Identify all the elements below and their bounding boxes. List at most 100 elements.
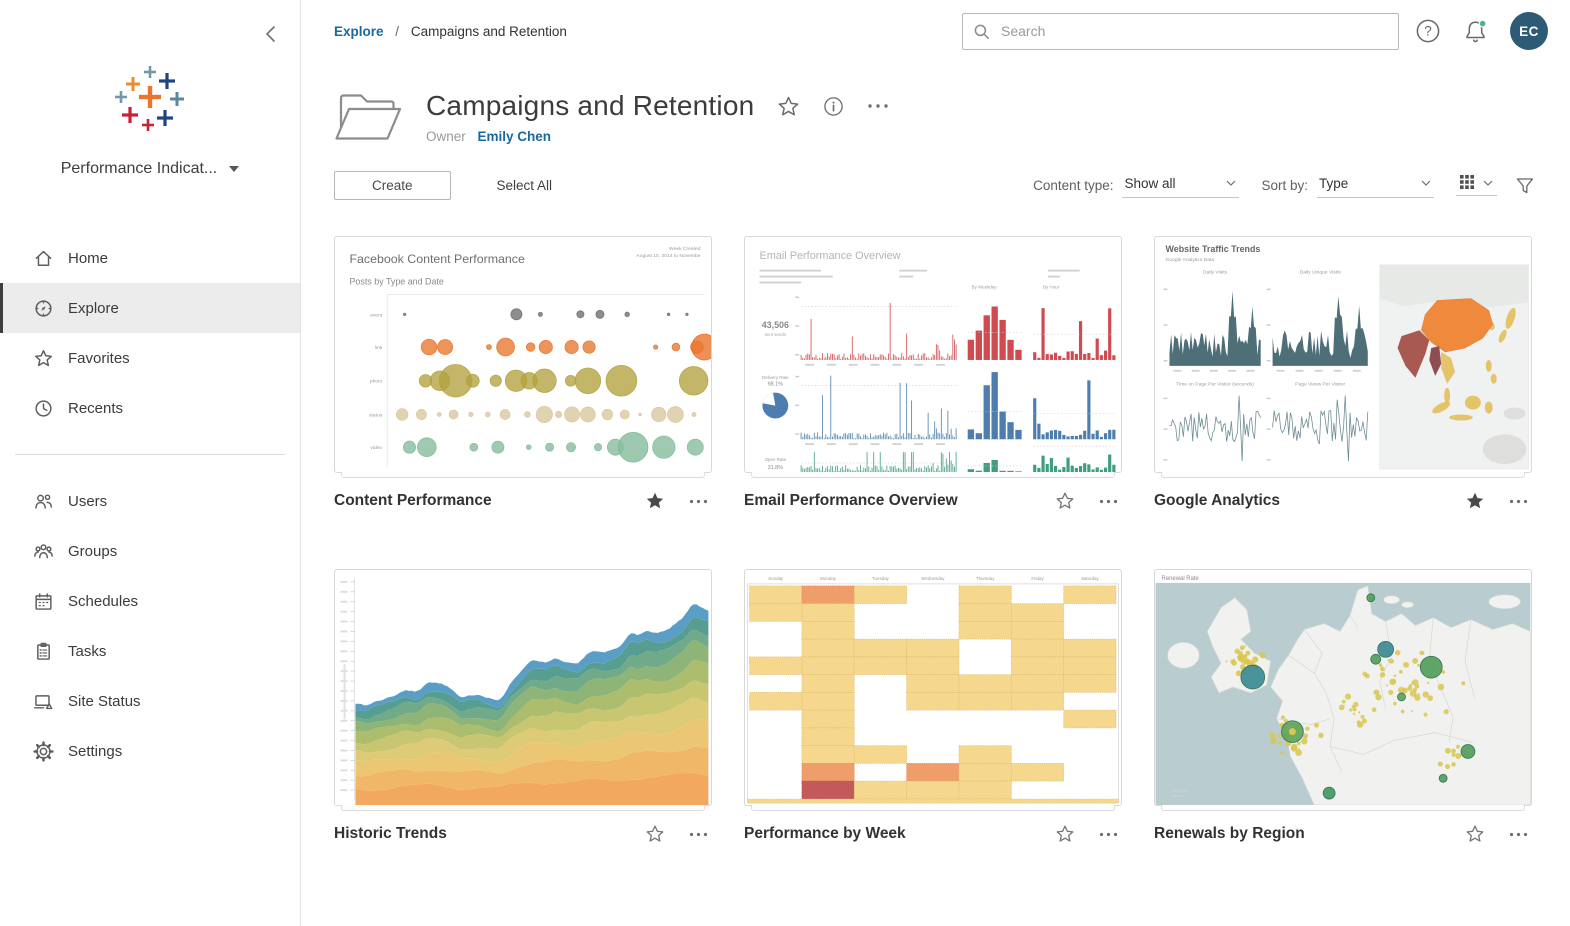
favorite-star-filled-icon[interactable] — [1465, 491, 1485, 511]
breadcrumb-current: Campaigns and Retention — [410, 23, 567, 39]
more-actions-icon[interactable] — [1509, 499, 1528, 504]
workbook-card: Website Traffic Trends Google Analytics D… — [1154, 236, 1532, 511]
sidebar-item-explore[interactable]: Explore — [0, 283, 300, 333]
svg-text:Tuesday: Tuesday — [872, 576, 890, 581]
svg-text:By Hour: By Hour — [1043, 285, 1060, 290]
svg-text:Time on Page Per Visitor (seco: Time on Page Per Visitor (seconds) — [1176, 382, 1254, 388]
svg-text:sent sends: sent sends — [765, 332, 787, 337]
sidebar-item-label: Groups — [68, 542, 118, 560]
sidebar-item-home[interactable]: Home — [0, 233, 300, 283]
search-icon — [974, 24, 989, 39]
more-actions-icon[interactable] — [1099, 832, 1118, 837]
svg-text:Daily Visits: Daily Visits — [1203, 270, 1228, 276]
view-mode-dropdown[interactable] — [1456, 175, 1497, 196]
sort-by-label: Sort by: — [1261, 178, 1308, 193]
favorite-star-outline-icon[interactable] — [1465, 824, 1485, 844]
sidebar-item-favorites[interactable]: Favorites — [0, 333, 300, 383]
sidebar-item-label: Site Status — [68, 692, 141, 710]
search-box[interactable] — [962, 12, 1399, 50]
svg-text:Open Rate: Open Rate — [765, 457, 787, 462]
topbar-icons: ? EC — [1415, 12, 1548, 50]
breadcrumb-explore-link[interactable]: Explore — [334, 23, 384, 39]
more-actions-icon[interactable] — [1099, 499, 1118, 504]
favorite-star-outline-icon[interactable] — [645, 824, 665, 844]
help-button[interactable]: ? — [1415, 18, 1441, 44]
sidebar-item-groups[interactable]: Groups — [0, 526, 300, 576]
svg-text:Saturday: Saturday — [1081, 576, 1100, 581]
workbook-title[interactable]: Historic Trends — [334, 825, 447, 842]
favorite-page-button[interactable] — [777, 95, 800, 118]
sidebar: Performance Indicat... Home Explore Favo… — [0, 0, 301, 926]
workbook-title[interactable]: Content Performance — [334, 492, 492, 509]
notifications-button[interactable] — [1462, 18, 1489, 45]
more-actions-icon[interactable] — [689, 832, 708, 837]
svg-text:Friday: Friday — [1031, 576, 1044, 581]
workbook-card: Sunday Monday Tuesday Wednesday Thursday Frid… — [744, 569, 1122, 844]
favorite-star-filled-icon[interactable] — [645, 491, 665, 511]
topbar: Explore / Campaigns and Retention ? — [334, 0, 1570, 62]
sidebar-item-label: Recents — [68, 399, 124, 417]
sidebar-admin-nav: Users Groups Schedules Tasks Site Status… — [0, 476, 300, 776]
svg-text:Renewal Rate: Renewal Rate — [1162, 576, 1200, 582]
workbook-thumbnail[interactable]: Sunday Monday Tuesday Wednesday Thursday Frid… — [744, 569, 1122, 811]
site-switcher[interactable]: Performance Indicat... — [0, 160, 300, 178]
avatar[interactable]: EC — [1510, 12, 1548, 50]
thumbnail-heatmap: Sunday Monday Tuesday Wednesday Thursday Frid… — [747, 576, 1119, 804]
more-actions-icon[interactable] — [689, 499, 708, 504]
select-all-button[interactable]: Select All — [496, 178, 553, 193]
sidebar-item-settings[interactable]: Settings — [0, 726, 300, 776]
owner-label: Owner — [426, 129, 466, 144]
content-type-dropdown[interactable]: Show all — [1122, 174, 1240, 198]
create-button[interactable]: Create — [334, 171, 451, 200]
bell-icon — [1466, 19, 1487, 42]
info-button[interactable] — [823, 96, 844, 117]
sort-by-dropdown[interactable]: Type — [1317, 174, 1434, 198]
card-stack-edge — [341, 805, 705, 811]
svg-text:Facebook Content Performance: Facebook Content Performance — [349, 252, 525, 266]
clipboard-icon — [32, 640, 54, 662]
star-outline-icon — [778, 96, 799, 116]
favorite-star-outline-icon[interactable] — [1055, 491, 1075, 511]
workbook-title[interactable]: Performance by Week — [744, 825, 906, 842]
sidebar-item-schedules[interactable]: Schedules — [0, 576, 300, 626]
workbook-card: Facebook Content Performance Posts by Typ… — [334, 236, 712, 511]
sidebar-item-users[interactable]: Users — [0, 476, 300, 526]
filter-button[interactable] — [1515, 177, 1535, 195]
svg-text:Posts by Type and Date: Posts by Type and Date — [349, 277, 443, 287]
workbook-title[interactable]: Email Performance Overview — [744, 492, 958, 509]
sidebar-item-label: Home — [68, 249, 109, 267]
workbook-title[interactable]: Renewals by Region — [1154, 825, 1305, 842]
more-actions-icon[interactable] — [1509, 832, 1528, 837]
gear-icon — [32, 740, 54, 762]
svg-text:August 10, 2014 to Novembe: August 10, 2014 to Novembe — [637, 253, 701, 259]
sort-by-value: Type — [1319, 175, 1349, 191]
help-icon: ? — [1416, 19, 1440, 43]
sidebar-collapse-button[interactable] — [258, 20, 284, 51]
grid-view-icon — [1460, 175, 1474, 189]
svg-text:43,506: 43,506 — [762, 320, 789, 330]
workbook-card: Historic Trends — [334, 569, 712, 844]
sidebar-item-recents[interactable]: Recents — [0, 383, 300, 433]
svg-text:Delivery Rate: Delivery Rate — [762, 375, 789, 380]
star-icon — [32, 347, 54, 369]
favorite-star-outline-icon[interactable] — [1055, 824, 1075, 844]
workbook-thumbnail[interactable]: Email Performance Overview By Weekday By H… — [744, 236, 1122, 478]
sidebar-item-site-status[interactable]: Site Status — [0, 676, 300, 726]
workbook-title[interactable]: Google Analytics — [1154, 492, 1281, 509]
owner-link[interactable]: Emily Chen — [477, 129, 552, 144]
workbook-thumbnail[interactable]: Facebook Content Performance Posts by Typ… — [334, 236, 712, 478]
workbook-thumbnail[interactable]: Renewal Rate — [1154, 569, 1532, 811]
workbook-card: Email Performance Overview By Weekday By H… — [744, 236, 1122, 511]
more-actions-button[interactable] — [867, 103, 889, 109]
workbook-thumbnail[interactable] — [334, 569, 712, 811]
svg-text:Sunday: Sunday — [768, 576, 784, 581]
search-input[interactable] — [999, 22, 1388, 40]
breadcrumb: Explore / Campaigns and Retention — [334, 24, 567, 39]
svg-text:link: link — [375, 345, 383, 351]
workbook-thumbnail[interactable]: Website Traffic Trends Google Analytics D… — [1154, 236, 1532, 478]
groups-icon — [32, 540, 54, 562]
svg-text:98.1%: 98.1% — [768, 382, 784, 388]
sidebar-item-tasks[interactable]: Tasks — [0, 626, 300, 676]
content-type-label: Content type: — [1033, 178, 1114, 193]
